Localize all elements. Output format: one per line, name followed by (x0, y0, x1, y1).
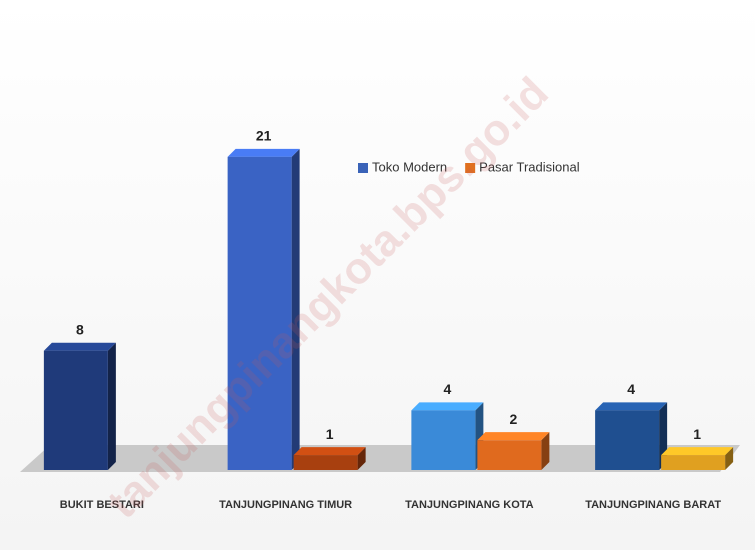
bar-top (43, 342, 116, 351)
bar-top (661, 447, 734, 456)
data-label: 8 (76, 321, 84, 337)
bar-top (227, 148, 300, 157)
data-label: 1 (326, 426, 334, 442)
data-label: 21 (256, 128, 272, 144)
legend-swatch (358, 163, 368, 173)
x-tick-label: BUKIT BESTARI (60, 499, 144, 511)
bar (661, 455, 726, 470)
legend-label: Toko Modern (372, 159, 447, 174)
bar-side (291, 148, 300, 470)
bar-top (293, 447, 366, 456)
data-label: 4 (627, 381, 635, 397)
bar-side (107, 342, 116, 470)
x-tick-label: TANJUNGPINANG KOTA (405, 499, 534, 511)
legend-label: Pasar Tradisional (479, 159, 580, 174)
x-tick-label: TANJUNGPINANG BARAT (585, 499, 721, 511)
bar (293, 455, 358, 470)
bar-top (411, 402, 484, 411)
data-label: 2 (509, 411, 517, 427)
bar-side (541, 432, 550, 470)
bar (227, 156, 292, 470)
bar-side (357, 447, 366, 470)
bar-side (725, 447, 734, 470)
bar (595, 410, 660, 470)
bar (43, 350, 108, 470)
floor (20, 445, 740, 472)
bar (411, 410, 476, 470)
data-label: 1 (693, 426, 701, 442)
bar-top (477, 432, 550, 441)
legend-swatch (465, 163, 476, 173)
bar-top (595, 402, 668, 411)
x-tick-label: TANJUNGPINANG TIMUR (219, 499, 352, 511)
data-label: 4 (443, 381, 451, 397)
bar (477, 440, 542, 470)
